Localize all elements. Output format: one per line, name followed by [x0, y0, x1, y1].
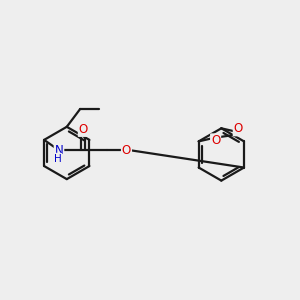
Text: N: N: [55, 144, 63, 157]
Text: O: O: [234, 122, 243, 135]
Text: O: O: [211, 134, 220, 147]
Text: O: O: [122, 144, 131, 157]
Text: O: O: [79, 123, 88, 136]
Text: H: H: [54, 154, 61, 164]
